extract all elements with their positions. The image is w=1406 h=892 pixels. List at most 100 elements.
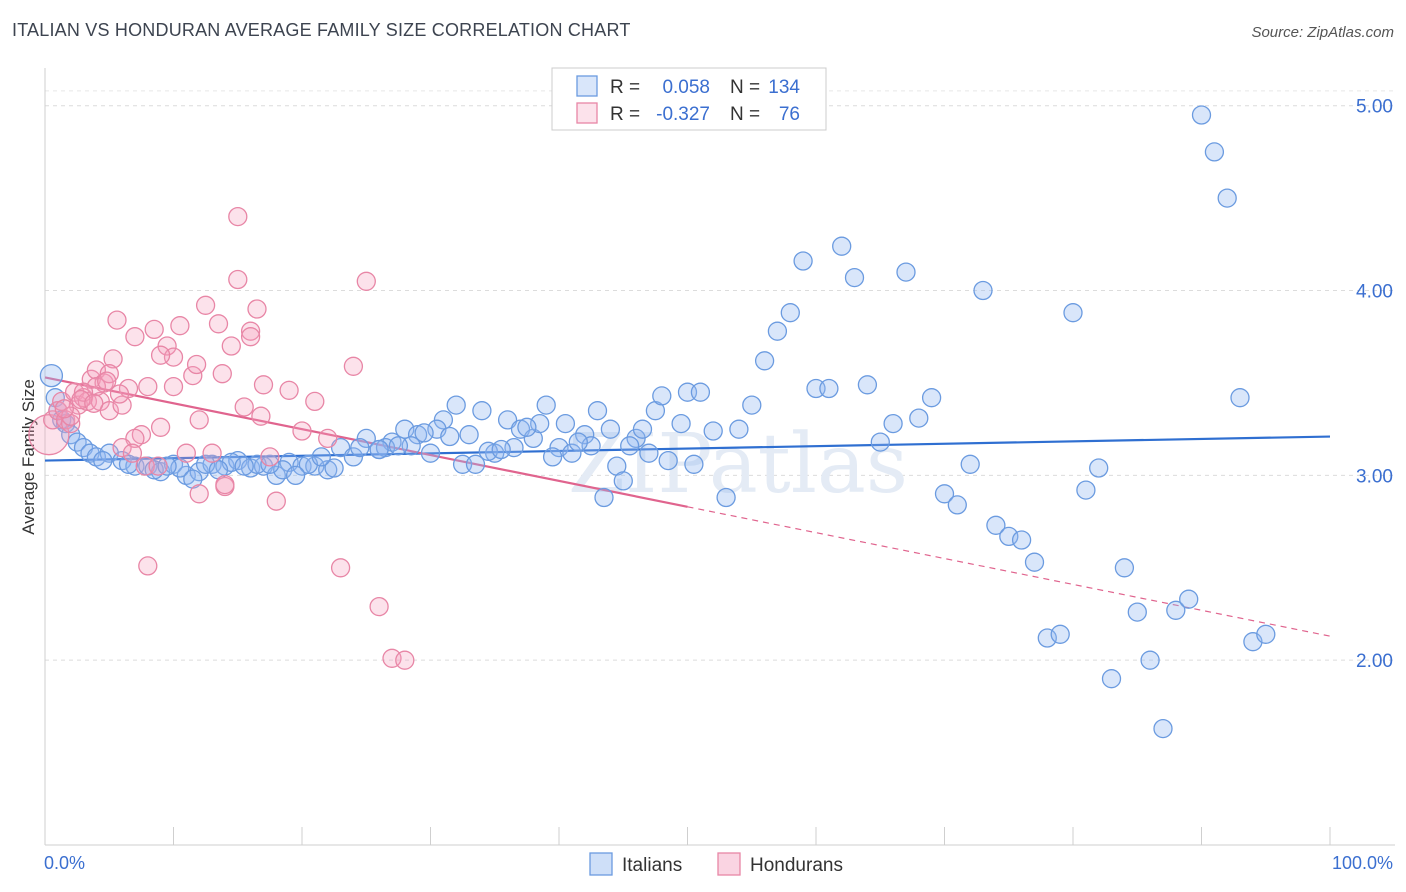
italians-point [690, 382, 711, 402]
hondurans-point [189, 484, 209, 504]
stats-r-value: 0.058 [662, 77, 710, 98]
hondurans-point [234, 397, 254, 417]
watermark-text: ZIPatlas [568, 417, 908, 512]
italians-point [600, 419, 621, 439]
watermark: ZIPatlas [568, 417, 908, 512]
italians-point [562, 443, 582, 463]
italians-point [1140, 650, 1160, 670]
italians-trend-line [44, 435, 1331, 462]
hondurans-point [279, 380, 299, 400]
axes: 2.00 3.00 4.00 5.00 0.0% 100.0% Average Family… [19, 68, 1395, 873]
italians-point [1230, 388, 1250, 408]
x-tick-label: 100.0% [1332, 853, 1393, 873]
stats-swatch [576, 102, 598, 124]
italians-point [1191, 105, 1212, 125]
y-tick-label: 5.00 [1356, 97, 1393, 118]
hondurans-point [369, 596, 389, 617]
italians-point [581, 436, 601, 456]
italians-point [896, 262, 916, 282]
italians-point [934, 484, 955, 504]
italians-point [1256, 624, 1276, 644]
hondurans-point [84, 393, 104, 413]
hondurans-point [212, 364, 232, 384]
italians-point [491, 439, 511, 460]
legend-swatch [717, 852, 741, 876]
stats-swatch [576, 75, 598, 97]
italians-point [465, 454, 486, 474]
hondurans-point [202, 443, 222, 463]
italians-point [620, 436, 640, 456]
italians-point [440, 426, 460, 447]
hondurans-point [170, 316, 190, 336]
hondurans-point [125, 327, 145, 347]
hondurans-point [266, 491, 286, 511]
italians-point [234, 456, 254, 476]
italians-point [536, 395, 556, 415]
italians-point [369, 439, 389, 460]
italians-point [446, 395, 466, 415]
italians-point [639, 443, 659, 463]
italians-point [909, 408, 929, 428]
hondurans-point [54, 399, 74, 419]
italians-point [658, 450, 678, 471]
italians-point [767, 321, 788, 341]
y-axis-label: Average Family Size [19, 379, 38, 535]
italians-point [1114, 558, 1135, 578]
hondurans-point [109, 384, 130, 404]
italians-point [1153, 718, 1173, 739]
italians-point [1127, 602, 1147, 622]
italians-point [716, 487, 736, 508]
hondurans-point [189, 410, 209, 430]
italians-point [613, 471, 633, 491]
y-tick-label: 4.00 [1356, 282, 1393, 303]
italians-point [1217, 188, 1237, 208]
italians-point [93, 450, 113, 471]
hondurans-point [228, 269, 248, 290]
italians-point [568, 432, 588, 452]
italians-point [742, 395, 762, 415]
italians-point [973, 280, 993, 301]
italians-point [407, 425, 428, 445]
hondurans-point [247, 299, 267, 319]
italians-point [986, 515, 1006, 535]
hondurans-point [150, 417, 171, 437]
bottom-legend: Italians Hondurans [589, 852, 843, 876]
italians-point [819, 378, 839, 399]
italians-point [497, 410, 518, 430]
italians-point [343, 447, 364, 467]
italians-point [324, 458, 344, 478]
italians-point [1101, 669, 1122, 689]
stats-r-value: -0.327 [656, 104, 710, 125]
legend-label: Hondurans [750, 855, 843, 876]
stats-legend: R = 0.058 N = 134 R = -0.327 N = 76 [551, 67, 827, 131]
stats-n-label: N = [730, 77, 760, 98]
italians-point [947, 495, 967, 515]
hondurans-point [97, 371, 117, 391]
hondurans-point [186, 354, 207, 375]
hondurans-point [118, 378, 139, 399]
hondurans-point [148, 456, 168, 476]
italians-point [39, 363, 64, 388]
italians-point [883, 413, 903, 434]
hondurans-point [71, 389, 91, 410]
italians-point [472, 401, 492, 421]
italians-point [703, 421, 723, 441]
x-tick-label: 0.0% [44, 853, 85, 873]
hondurans-point [183, 365, 203, 386]
italians-point [857, 375, 878, 395]
italians-point [870, 432, 890, 452]
italians-point [832, 236, 852, 256]
italians-point [729, 419, 749, 439]
hondurans-point [395, 650, 415, 670]
hondurans-point [150, 345, 171, 365]
italians-point [1204, 142, 1225, 162]
italians-point [420, 443, 441, 463]
italians-point [530, 413, 550, 434]
hondurans-point [240, 321, 261, 341]
hondurans-point [305, 391, 325, 412]
italians-point [921, 388, 942, 408]
italians-point [793, 251, 813, 271]
italians-point [1179, 589, 1199, 609]
italians-point [311, 447, 331, 467]
stats-n-value: 134 [768, 77, 800, 98]
